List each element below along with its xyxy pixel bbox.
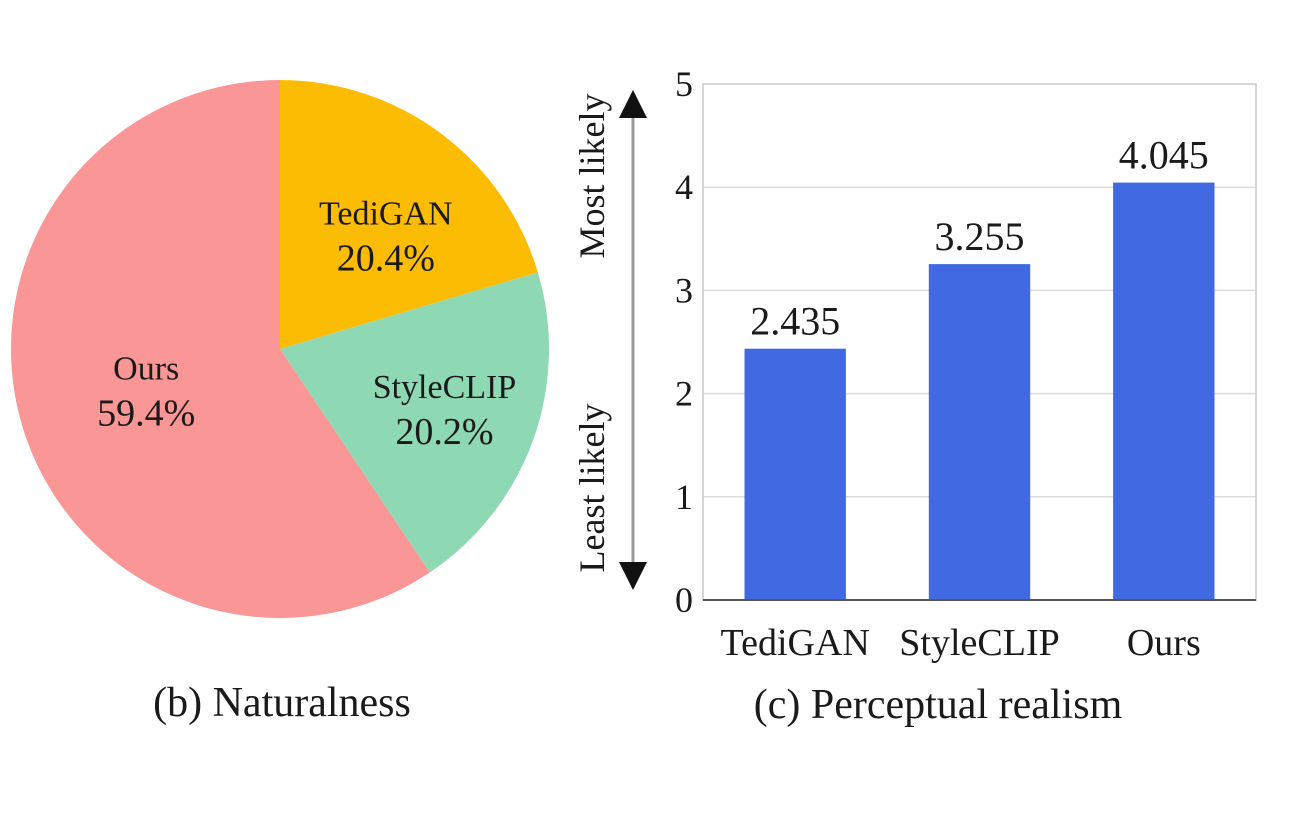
x-tick-label: Ours	[1127, 622, 1201, 664]
pie-slices	[11, 80, 549, 618]
pie-slice-tedigan	[280, 80, 538, 349]
pie-value-ours: 59.4%	[97, 393, 195, 435]
y-tick-labels: 0 1 2 3 4 5	[675, 64, 693, 620]
arrow-up-icon	[619, 90, 647, 118]
bar-chart: 0 1 2 3 4 5 2.435 3.255 4.045 TediGAN StyleCLIP O…	[572, 64, 1257, 728]
x-tick-label: StyleCLIP	[899, 622, 1059, 664]
least-likely-label: Least likely	[572, 404, 612, 573]
bar-ours	[1113, 182, 1215, 600]
pie-caption: (b) Naturalness	[153, 680, 411, 726]
y-tick-label: 5	[675, 64, 693, 104]
pie-value-styleclip: 20.2%	[395, 411, 493, 453]
most-likely-label: Most likely	[572, 93, 612, 258]
pie-value-tedigan: 20.4%	[337, 237, 435, 279]
x-tick-labels: TediGAN StyleCLIP Ours	[721, 622, 1201, 664]
bar-value-label: 2.435	[750, 299, 840, 344]
y-tick-label: 2	[675, 374, 693, 414]
bar-value-label: 4.045	[1119, 133, 1209, 178]
bar-value-label: 3.255	[935, 214, 1025, 259]
x-tick-label: TediGAN	[721, 622, 870, 664]
y-tick-label: 3	[675, 270, 693, 310]
pie-chart: TediGAN 20.4% StyleCLIP 20.2% Ours 59.4% (b) …	[11, 80, 549, 726]
pie-slice-ours	[11, 80, 430, 618]
arrow-down-icon	[619, 562, 647, 590]
bar-caption: (c) Perceptual realism	[754, 682, 1123, 728]
pie-label-ours: Ours	[113, 351, 179, 388]
y-tick-label: 4	[675, 167, 693, 207]
y-tick-label: 1	[675, 477, 693, 517]
bars	[744, 182, 1215, 600]
pie-slice-styleclip	[280, 272, 549, 573]
bar-value-labels: 2.435 3.255 4.045	[750, 133, 1209, 344]
bar-tedigan	[744, 348, 846, 600]
y-tick-label: 0	[675, 580, 693, 620]
bar-styleclip	[928, 264, 1031, 600]
pie-label-tedigan: TediGAN	[319, 195, 453, 232]
pie-labels: TediGAN 20.4% StyleCLIP 20.2% Ours 59.4%	[97, 195, 516, 453]
pie-label-styleclip: StyleCLIP	[373, 369, 517, 406]
